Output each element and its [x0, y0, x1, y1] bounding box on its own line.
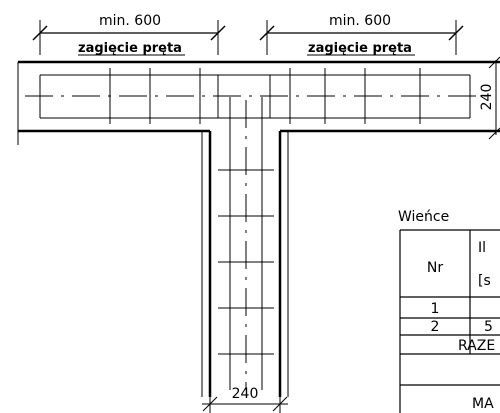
- horizontal-beam: [17, 60, 500, 145]
- left-dimension-value: min. 600: [99, 13, 161, 29]
- vertical-wall-bars: [229, 97, 263, 390]
- table-row-2-nr: 2: [431, 319, 440, 335]
- right-side-dimension: [488, 56, 500, 140]
- table-total-label: RAZE: [458, 338, 495, 354]
- right-dimension-caption: zagięcie pręta: [308, 41, 412, 56]
- table-header-nr: Nr: [427, 260, 443, 276]
- table-title: Wieńce: [398, 209, 449, 225]
- table-row-1-nr: 1: [431, 301, 440, 317]
- right-side-dimension-value: 240: [479, 84, 495, 111]
- left-bend-dimension: [32, 20, 226, 56]
- table-header-qty-1: Il: [478, 240, 486, 256]
- bottom-dimension: [202, 380, 288, 413]
- table-mass-label: MA: [472, 396, 494, 412]
- vertical-wall: [201, 131, 289, 397]
- table-header-qty-2: [s: [478, 273, 491, 289]
- wall-stirrups: [218, 169, 274, 355]
- table-row-2-qty: 5: [484, 319, 493, 335]
- schedule-table: [399, 229, 500, 413]
- left-dimension-caption: zagięcie pręta: [78, 41, 182, 56]
- right-dimension-value: min. 600: [329, 13, 391, 29]
- beam-stirrups: [109, 68, 421, 124]
- bottom-dimension-value: 240: [232, 386, 259, 402]
- right-bend-dimension: [259, 20, 464, 56]
